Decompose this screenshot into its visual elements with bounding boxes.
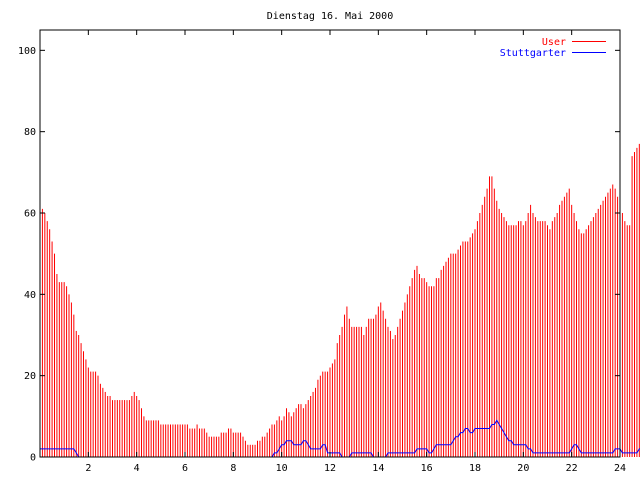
y-tick-label: 60: [24, 209, 36, 220]
x-tick-label: 2: [85, 463, 91, 474]
y-tick-label: 80: [24, 127, 36, 138]
y-tick-label: 0: [30, 453, 36, 464]
x-tick-label: 6: [182, 463, 188, 474]
x-tick-label: 14: [372, 463, 384, 474]
x-tick-label: 18: [469, 463, 481, 474]
y-tick-label: 20: [24, 371, 36, 382]
user-bars: [39, 143, 640, 457]
x-tick-label: 12: [324, 463, 336, 474]
x-tick-label: 24: [614, 463, 626, 474]
x-tick-label: 4: [134, 463, 140, 474]
x-tick-label: 22: [566, 463, 578, 474]
y-tick-label: 40: [24, 290, 36, 301]
x-tick-label: 10: [276, 463, 288, 474]
x-tick-label: 16: [421, 463, 433, 474]
x-tick-label: 8: [230, 463, 236, 474]
legend-label: User: [542, 37, 566, 48]
chart-title: Dienstag 16. Mai 2000: [267, 11, 393, 22]
x-tick-label: 20: [517, 463, 529, 474]
legend-label: Stuttgarter: [500, 48, 566, 59]
y-tick-label: 100: [18, 46, 36, 57]
